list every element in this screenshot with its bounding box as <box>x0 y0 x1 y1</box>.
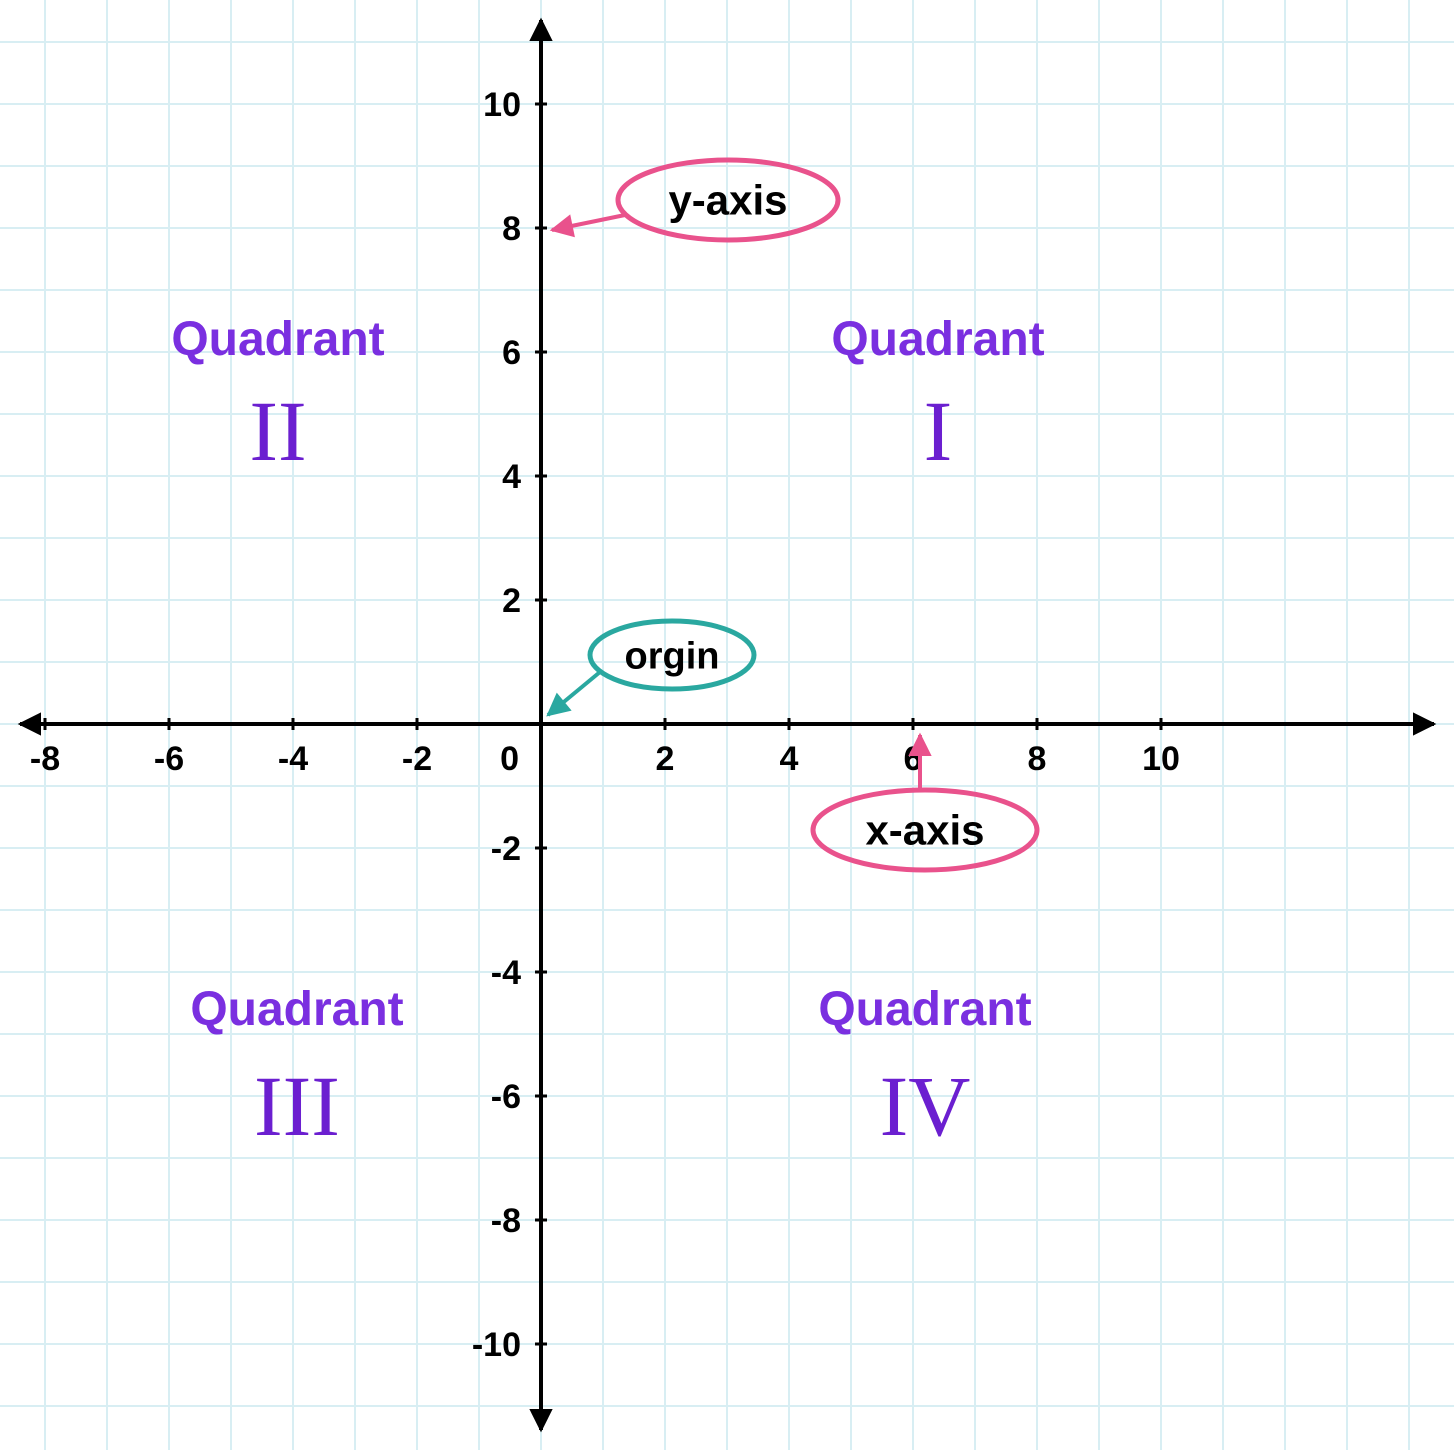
quadrant-word: Quadrant <box>190 983 403 1036</box>
y-tick-label: 8 <box>502 210 521 248</box>
quadrant-word: Quadrant <box>171 313 384 366</box>
quadrant-number: IV <box>880 1058 971 1154</box>
y-tick-label: 2 <box>502 582 521 620</box>
x-tick-label: -2 <box>402 740 432 778</box>
quadrant-word: Quadrant <box>818 983 1031 1036</box>
y-tick-label: -6 <box>491 1078 521 1116</box>
y-tick-label: -2 <box>491 830 521 868</box>
y-tick-label: -10 <box>472 1326 521 1364</box>
quadrant-number: II <box>249 383 306 479</box>
x-tick-label: 8 <box>1028 740 1047 778</box>
x-tick-label: 0 <box>500 740 519 778</box>
y-tick-label: 4 <box>502 458 521 496</box>
y-tick-label: 6 <box>502 334 521 372</box>
callout-text: y-axis <box>668 177 787 224</box>
x-tick-label: 4 <box>780 740 799 778</box>
x-tick-label: 10 <box>1142 740 1180 778</box>
callout-text: x-axis <box>865 807 984 854</box>
x-tick-label: 2 <box>656 740 675 778</box>
quadrant-number: III <box>254 1058 340 1154</box>
quadrant-word: Quadrant <box>831 313 1044 366</box>
quadrant-number: I <box>924 383 953 479</box>
x-tick-label: -6 <box>154 740 184 778</box>
y-tick-label: -4 <box>491 954 521 992</box>
x-tick-label: -8 <box>30 740 60 778</box>
y-tick-label: 10 <box>483 86 521 124</box>
callout-text: orgin <box>625 635 720 677</box>
y-tick-label: -8 <box>491 1202 521 1240</box>
x-tick-label: -4 <box>278 740 308 778</box>
